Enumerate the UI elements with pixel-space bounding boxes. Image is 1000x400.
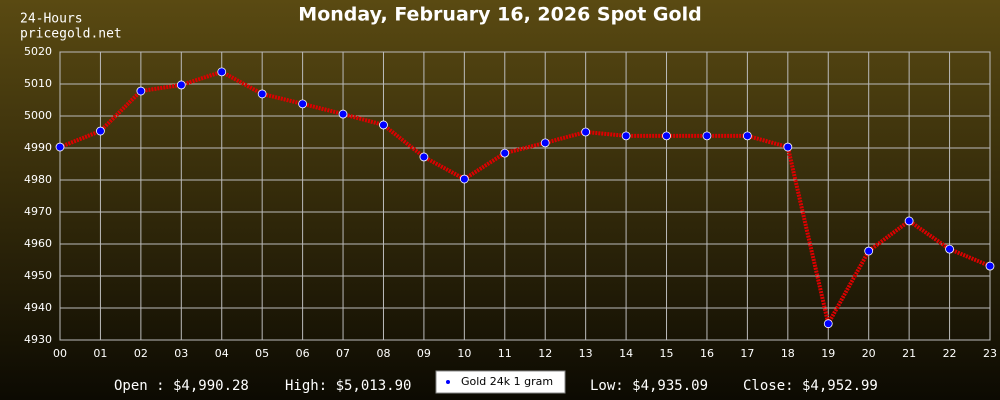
x-tick-label: 00: [53, 347, 67, 360]
x-tick-label: 15: [660, 347, 674, 360]
subtitle: pricegold.net: [20, 27, 122, 42]
data-point: [702, 131, 712, 141]
stat-open: Open : $4,990.28: [114, 378, 249, 394]
data-point: [581, 127, 591, 137]
x-tick-label: 17: [740, 347, 754, 360]
legend-marker: [446, 380, 450, 384]
data-point: [217, 67, 227, 77]
data-point: [621, 131, 631, 141]
data-point: [864, 246, 874, 256]
data-point: [419, 152, 429, 162]
y-tick-label: 4960: [24, 237, 52, 250]
subtitle: 24-Hours: [20, 12, 83, 27]
x-tick-label: 05: [255, 347, 269, 360]
legend-box: [435, 370, 566, 394]
y-tick-label: 5000: [24, 109, 52, 122]
x-tick-label: 12: [538, 347, 552, 360]
x-tick-label: 07: [336, 347, 350, 360]
data-point: [783, 142, 793, 152]
data-point: [55, 142, 65, 152]
x-tick-label: 20: [862, 347, 876, 360]
x-tick-label: 16: [700, 347, 714, 360]
x-tick-label: 14: [619, 347, 633, 360]
data-point: [96, 126, 105, 136]
x-tick-label: 03: [174, 347, 188, 360]
y-tick-label: 4950: [24, 269, 52, 282]
legend-label: Gold 24k 1 gram: [461, 375, 553, 388]
x-tick-label: 23: [983, 347, 997, 360]
data-point: [459, 174, 469, 184]
data-point: [945, 244, 954, 254]
y-tick-label: 5010: [24, 77, 52, 90]
stat-low: Low: $4,935.09: [590, 378, 708, 394]
stat-high: High: $5,013.90: [285, 378, 411, 394]
x-tick-label: 18: [781, 347, 795, 360]
data-point: [904, 216, 914, 226]
data-point: [985, 261, 995, 271]
data-point: [176, 80, 186, 90]
chart-title: Monday, February 16, 2026 Spot Gold: [298, 4, 701, 26]
data-point: [136, 86, 146, 96]
y-tick-label: 4930: [24, 333, 52, 346]
y-tick-label: 4970: [24, 205, 52, 218]
x-tick-label: 02: [134, 347, 148, 360]
x-tick-label: 06: [296, 347, 310, 360]
x-tick-label: 11: [498, 347, 512, 360]
y-tick-label: 4980: [24, 173, 52, 186]
x-tick-label: 21: [902, 347, 916, 360]
stat-close: Close: $4,952.99: [743, 378, 878, 394]
x-tick-label: 19: [821, 347, 835, 360]
x-tick-label: 09: [417, 347, 431, 360]
data-point: [742, 131, 752, 141]
data-point: [540, 138, 550, 148]
x-tick-label: 10: [457, 347, 471, 360]
y-tick-label: 5020: [24, 45, 52, 58]
data-point: [823, 319, 833, 329]
y-tick-label: 4990: [24, 141, 52, 154]
data-point: [257, 89, 267, 99]
data-point: [379, 120, 388, 130]
y-tick-label: 4940: [24, 301, 52, 314]
data-point: [662, 131, 671, 141]
x-tick-label: 04: [215, 347, 229, 360]
data-point: [298, 99, 308, 109]
x-tick-label: 08: [376, 347, 390, 360]
x-tick-label: 13: [579, 347, 593, 360]
data-point: [500, 148, 510, 158]
x-tick-label: 01: [93, 347, 107, 360]
x-tick-label: 22: [943, 347, 957, 360]
data-point: [338, 109, 348, 119]
